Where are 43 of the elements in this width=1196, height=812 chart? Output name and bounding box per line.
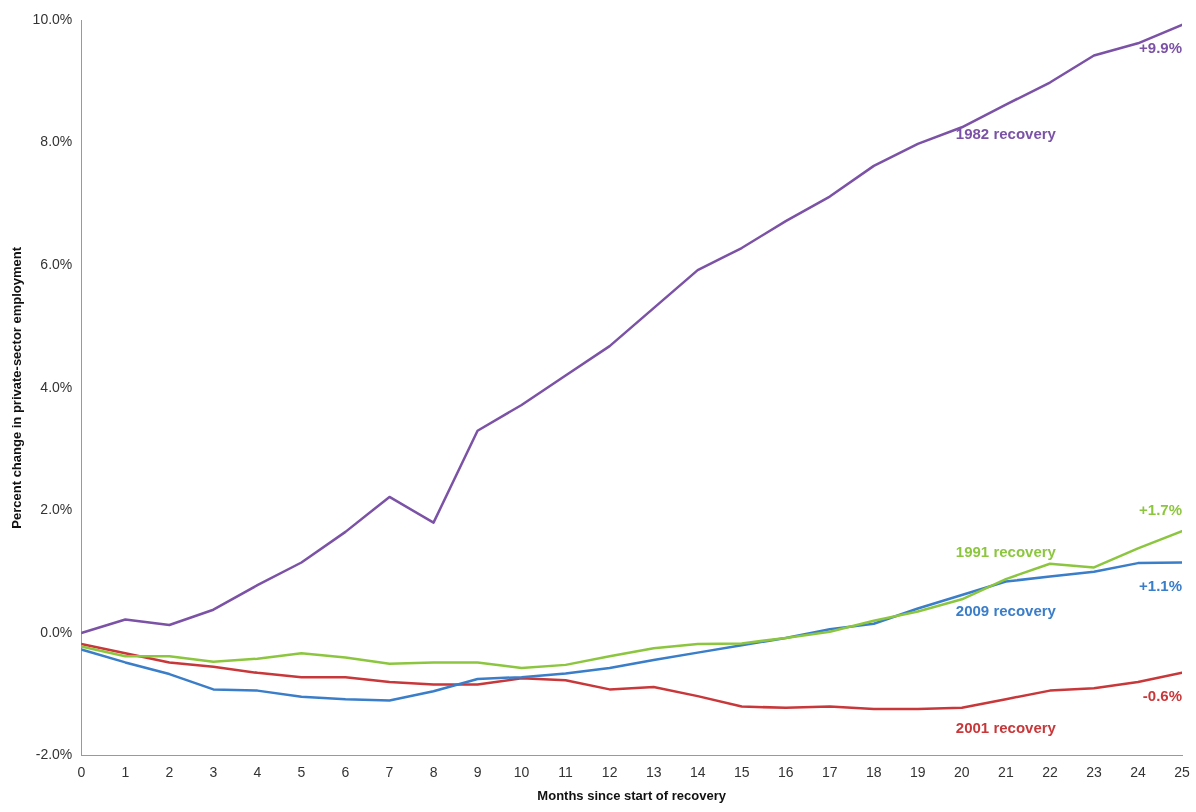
x-tick-label: 14 bbox=[689, 763, 706, 780]
x-tick-label: 10 bbox=[513, 763, 530, 780]
y-tick-label: 10.0% bbox=[32, 10, 73, 27]
x-tick-label: 8 bbox=[429, 763, 438, 780]
x-tick-label: 22 bbox=[1042, 763, 1058, 780]
x-tick-label: 5 bbox=[297, 763, 306, 780]
y-axis-title: Percent change in private-sector employment bbox=[9, 246, 25, 529]
x-tick-label: 9 bbox=[473, 763, 482, 780]
y-tick-label: 2.0% bbox=[40, 501, 73, 518]
series-label: 2001 recovery bbox=[955, 719, 1057, 737]
data-label: +9.9% bbox=[1139, 39, 1182, 57]
x-tick-label: 12 bbox=[601, 763, 618, 780]
x-tick-label: 15 bbox=[733, 763, 750, 780]
data-label: +1.1% bbox=[1139, 576, 1182, 594]
series-label: 1982 recovery bbox=[955, 124, 1057, 142]
x-tick-label: 16 bbox=[777, 763, 794, 780]
x-tick-label: 19 bbox=[910, 763, 926, 780]
x-tick-label: 0 bbox=[77, 763, 86, 780]
y-tick-label: 4.0% bbox=[40, 378, 73, 395]
x-tick-label: 13 bbox=[645, 763, 662, 780]
x-tick-label: 3 bbox=[209, 763, 218, 780]
x-tick-label: 1 bbox=[121, 763, 130, 780]
y-tick-label: -2.0% bbox=[35, 746, 73, 763]
x-tick-label: 18 bbox=[866, 763, 882, 780]
y-tick-label: 8.0% bbox=[40, 133, 73, 150]
series-label: 1991 recovery bbox=[955, 543, 1057, 561]
x-tick-label: 2 bbox=[165, 763, 174, 780]
series-label: 2009 recovery bbox=[955, 601, 1057, 619]
x-tick-label: 7 bbox=[385, 763, 394, 780]
x-tick-label: 25 bbox=[1174, 763, 1190, 780]
x-tick-label: 6 bbox=[341, 763, 350, 780]
data-label: -0.6% bbox=[1142, 686, 1182, 704]
x-tick-label: 4 bbox=[253, 763, 262, 780]
x-tick-label: 24 bbox=[1130, 763, 1146, 780]
y-tick-label: 0.0% bbox=[40, 623, 73, 640]
x-axis-title: Months since start of recovery bbox=[537, 787, 727, 803]
x-tick-label: 23 bbox=[1086, 763, 1102, 780]
y-tick-label: 6.0% bbox=[40, 256, 73, 273]
x-tick-label: 11 bbox=[558, 763, 574, 780]
x-tick-label: 20 bbox=[954, 763, 970, 780]
data-label: +1.7% bbox=[1139, 501, 1182, 519]
x-tick-label: 21 bbox=[998, 763, 1014, 780]
x-tick-label: 17 bbox=[821, 763, 838, 780]
